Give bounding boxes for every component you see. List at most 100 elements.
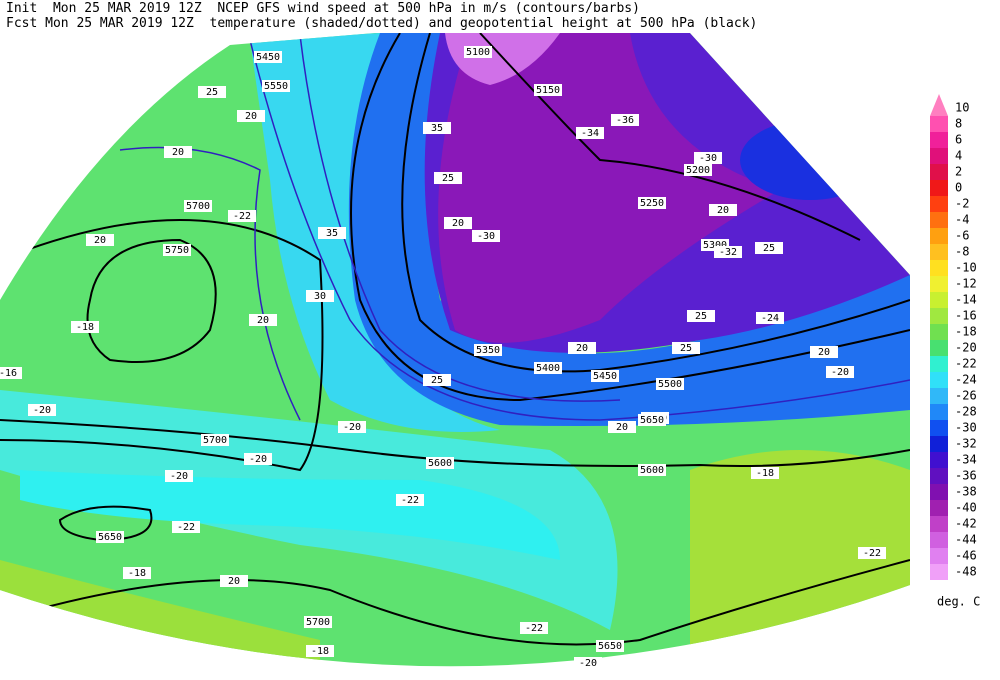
contour-label: 5150 bbox=[536, 85, 560, 96]
label-box bbox=[318, 227, 346, 239]
colorbar-label: -36 bbox=[955, 469, 977, 483]
contour-label: 5400 bbox=[536, 363, 560, 374]
label-box bbox=[28, 404, 56, 416]
contour-label: -20 bbox=[831, 367, 849, 378]
label-box bbox=[306, 290, 334, 302]
contour-label: 25 bbox=[431, 375, 443, 386]
label-box bbox=[568, 342, 596, 354]
label-box bbox=[165, 470, 193, 482]
label-box bbox=[249, 314, 277, 326]
contour-label: -30 bbox=[477, 231, 495, 242]
contour-label: 5350 bbox=[476, 345, 500, 356]
temp-field bbox=[348, 33, 910, 426]
temp-field bbox=[438, 33, 780, 343]
contour-label: 5450 bbox=[256, 52, 280, 63]
colorbar-swatch bbox=[930, 228, 948, 244]
colorbar-swatch bbox=[930, 516, 948, 532]
colorbar-label: 0 bbox=[955, 181, 962, 195]
contour-label: 5550 bbox=[264, 81, 288, 92]
colorbar-swatch bbox=[930, 260, 948, 276]
colorbar-swatch bbox=[930, 564, 948, 580]
colorbar-label: -2 bbox=[955, 197, 969, 211]
label-box bbox=[858, 547, 886, 559]
contour-label: 5500 bbox=[658, 379, 682, 390]
label-box bbox=[201, 434, 229, 446]
contour-label: 20 bbox=[245, 111, 257, 122]
label-box bbox=[0, 367, 22, 379]
colorbar: 10 8 6 4 2 0 -2 -4 -6 -8 -10 -12 -14 -16 -18 -20 -22 -24 -… bbox=[930, 94, 977, 580]
colorbar-label: -26 bbox=[955, 389, 977, 403]
colorbar-label: -42 bbox=[955, 517, 977, 531]
contour-label: 30 bbox=[314, 291, 326, 302]
colorbar-swatch bbox=[930, 164, 948, 180]
colorbar-label: -24 bbox=[955, 373, 977, 387]
temp-field bbox=[690, 450, 910, 667]
contour-label: 5750 bbox=[165, 245, 189, 256]
temp-field bbox=[740, 120, 880, 200]
temp-field bbox=[20, 470, 560, 560]
label-box bbox=[672, 342, 700, 354]
contour-label: -16 bbox=[0, 368, 17, 379]
contour-label: 25 bbox=[206, 87, 218, 98]
contour-label: 5300 bbox=[703, 240, 727, 251]
colorbar-label: -46 bbox=[955, 549, 977, 563]
contour-label: -20 bbox=[170, 471, 188, 482]
colorbar-swatch bbox=[930, 404, 948, 420]
colorbar-swatch bbox=[930, 116, 948, 132]
contour-label: 35 bbox=[326, 228, 338, 239]
colorbar-swatch bbox=[930, 532, 948, 548]
colorbar-label: 8 bbox=[955, 117, 962, 131]
colorbar-label: -40 bbox=[955, 501, 977, 515]
contour-label: 25 bbox=[695, 311, 707, 322]
label-box bbox=[474, 344, 502, 356]
contour-label: -20 bbox=[249, 454, 267, 465]
label-box bbox=[638, 464, 666, 476]
contour-label: -22 bbox=[525, 623, 543, 634]
colorbar-swatch bbox=[930, 196, 948, 212]
contour-label: 5700 bbox=[306, 617, 330, 628]
label-box bbox=[714, 246, 742, 258]
colorbar-swatch bbox=[930, 244, 948, 260]
label-box bbox=[656, 378, 684, 390]
colorbar-swatch bbox=[930, 180, 948, 196]
colorbar-unit: deg. C bbox=[937, 595, 980, 609]
contour-label: -20 bbox=[33, 405, 51, 416]
colorbar-label: 2 bbox=[955, 165, 962, 179]
contour-label: -18 bbox=[311, 646, 329, 657]
label-box bbox=[591, 370, 619, 382]
label-box bbox=[534, 362, 562, 374]
contour-label: 5600 bbox=[640, 465, 664, 476]
contour-label: 5700 bbox=[186, 201, 210, 212]
contour-label: 5200 bbox=[686, 165, 710, 176]
contour-label: 5650 bbox=[598, 641, 622, 652]
label-box bbox=[426, 457, 454, 469]
contour-label: -24 bbox=[761, 313, 779, 324]
label-box bbox=[520, 622, 548, 634]
contour-label: -34 bbox=[581, 128, 599, 139]
label-box bbox=[534, 84, 562, 96]
label-box bbox=[638, 197, 666, 209]
colorbar-swatch bbox=[930, 340, 948, 356]
colorbar-label: 4 bbox=[955, 149, 962, 163]
label-box bbox=[306, 645, 334, 657]
label-box bbox=[687, 310, 715, 322]
colorbar-label: -22 bbox=[955, 357, 977, 371]
label-box bbox=[638, 414, 666, 426]
label-box bbox=[596, 640, 624, 652]
contour-label: 5650 bbox=[98, 532, 122, 543]
label-box bbox=[444, 217, 472, 229]
colorbar-label: -18 bbox=[955, 325, 977, 339]
colorbar-swatch bbox=[930, 132, 948, 148]
map-labels: 5100 5150 5200 5250 5300 5350 5400 5450 5500 5550… bbox=[0, 46, 886, 669]
label-box bbox=[576, 127, 604, 139]
label-box bbox=[71, 321, 99, 333]
colorbar-swatch bbox=[930, 356, 948, 372]
colorbar-label: -38 bbox=[955, 485, 977, 499]
colorbar-swatch bbox=[930, 420, 948, 436]
header-line: Fcst Mon 25 MAR 2019 12Z temperature (sh… bbox=[6, 16, 757, 31]
contour-label: 20 bbox=[257, 315, 269, 326]
colorbar-swatch bbox=[930, 212, 948, 228]
label-box bbox=[751, 467, 779, 479]
